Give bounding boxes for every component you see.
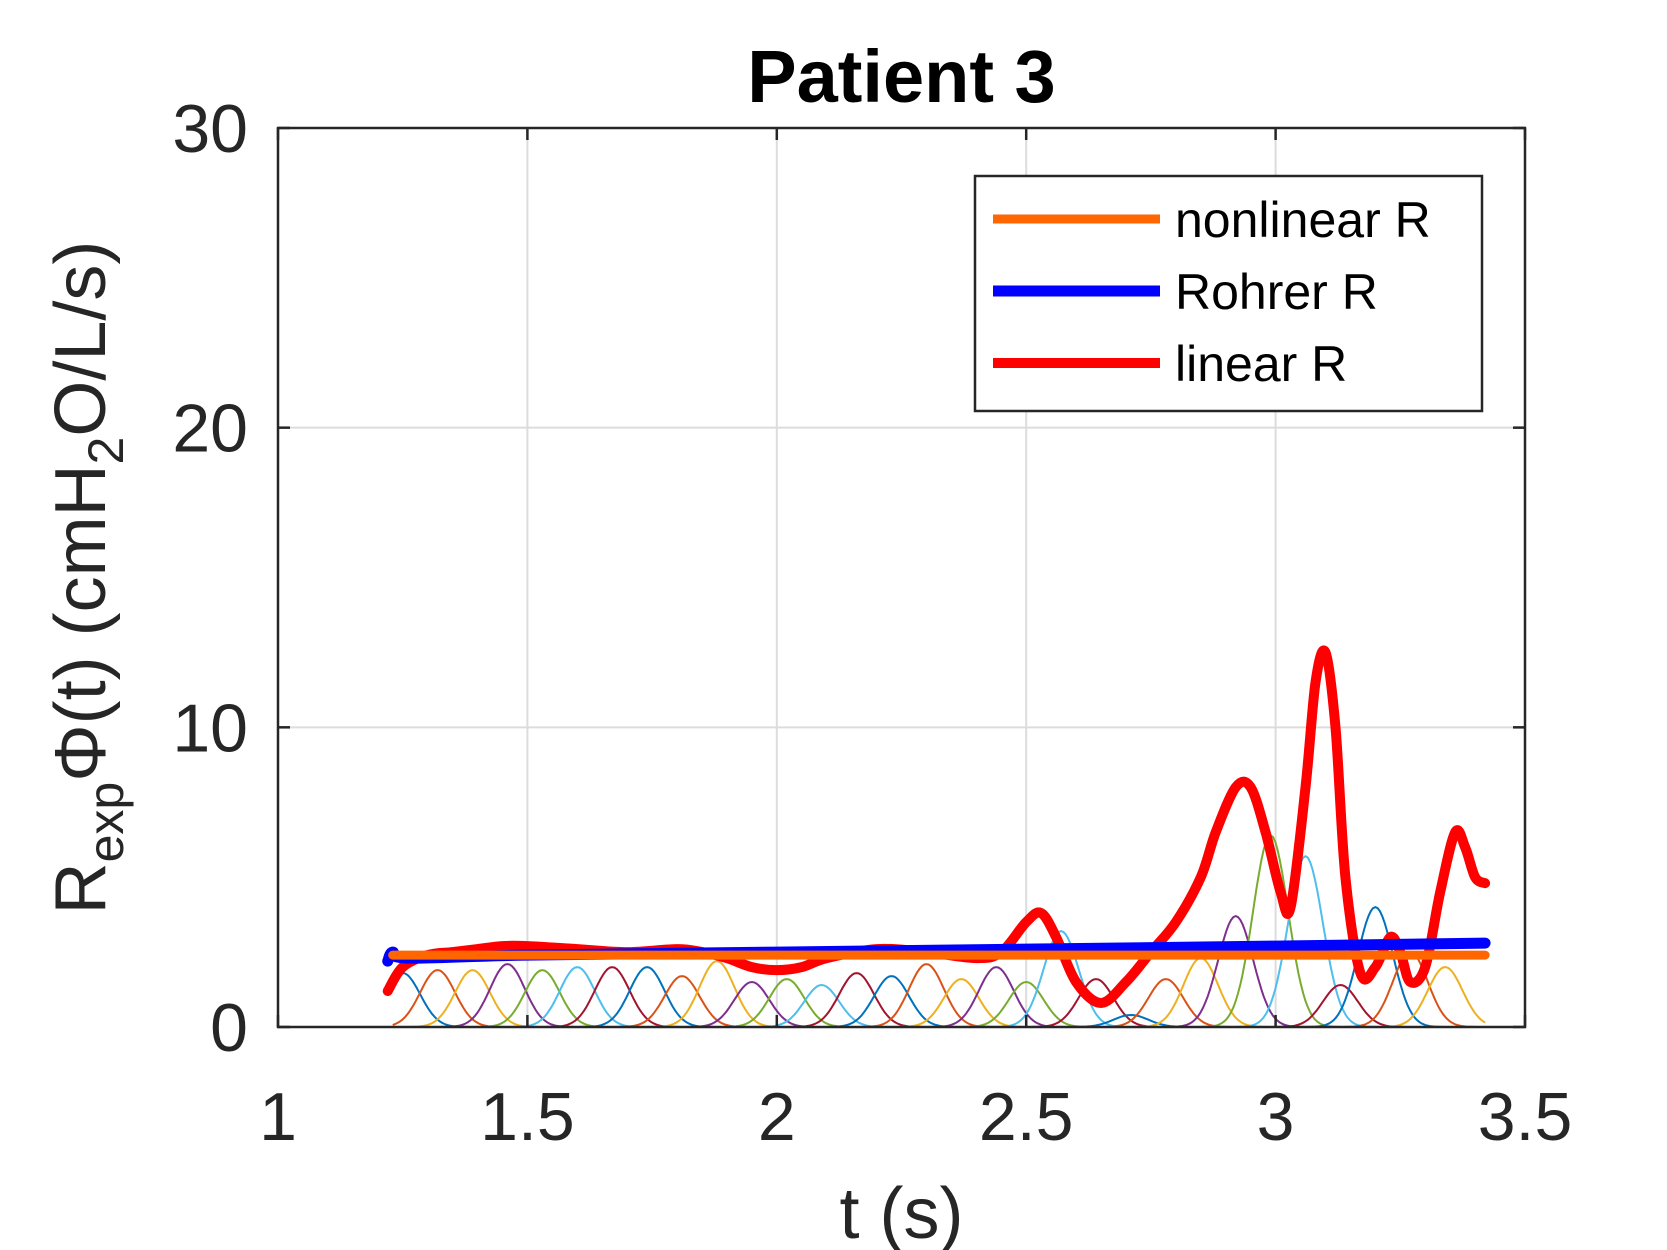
y-tick-label: 10 (172, 690, 248, 766)
x-tick-label: 1 (259, 1079, 297, 1155)
basis-curve (716, 978, 857, 1028)
x-tick-label: 2.5 (979, 1079, 1074, 1155)
basis-curve (612, 975, 752, 1028)
basis-curve (926, 966, 1067, 1028)
y-axis-label-mid-sub: 2 (78, 437, 134, 465)
x-axis-label: t (s) (840, 1174, 964, 1250)
y-axis-label-base: R (41, 862, 121, 914)
basis-curve (856, 963, 997, 1028)
basis-curve (507, 966, 648, 1028)
basis-curve (1235, 855, 1376, 1028)
y-tick-label: 0 (210, 990, 248, 1066)
basis-curve (647, 960, 787, 1028)
basis-curve (472, 969, 613, 1028)
series-lines (382, 645, 1491, 1008)
basis-curve (437, 963, 578, 1028)
basis-curve (1305, 905, 1446, 1028)
basis-functions (391, 833, 1486, 1028)
x-tick-label: 3.5 (1478, 1079, 1573, 1155)
basis-curve (956, 980, 1096, 1028)
svg-text:RexpΦ(t) (cmH2O/L/s): RexpΦ(t) (cmH2O/L/s) (41, 241, 134, 915)
basis-curve (542, 966, 682, 1028)
basis-curve (1026, 978, 1166, 1028)
basis-curve (821, 975, 962, 1028)
x-tick-label: 3 (1257, 1079, 1295, 1155)
chart-title: Patient 3 (747, 35, 1055, 118)
y-axis-label: RexpΦ(t) (cmH2O/L/s) (41, 241, 134, 915)
y-axis-label-mid: Φ(t) (cmH (41, 464, 121, 781)
basis-curve (1375, 966, 1486, 1028)
legend-label: linear R (1175, 336, 1347, 392)
legend: nonlinear R Rohrer R linear R (973, 174, 1484, 413)
basis-curve (577, 966, 717, 1028)
y-tick-label: 20 (172, 391, 248, 467)
axis-ticks: 1 1.5 2 2.5 3 3.5 0 10 20 30 (172, 91, 1572, 1155)
axes-box (276, 126, 1527, 1029)
basis-curve (402, 969, 543, 1028)
basis-curve (682, 980, 822, 1028)
basis-curve (786, 972, 927, 1028)
basis-curve (1165, 915, 1306, 1028)
y-axis-label-base-sub: exp (78, 782, 134, 863)
y-tick-label: 30 (172, 91, 248, 167)
x-tick-label: 1.5 (480, 1079, 575, 1155)
legend-label: nonlinear R (1175, 192, 1431, 248)
legend-label: Rohrer R (1175, 264, 1378, 320)
x-tick-label: 2 (758, 1079, 796, 1155)
basis-curve (991, 930, 1131, 1028)
y-axis-label-end: O/L/s) (41, 241, 121, 437)
